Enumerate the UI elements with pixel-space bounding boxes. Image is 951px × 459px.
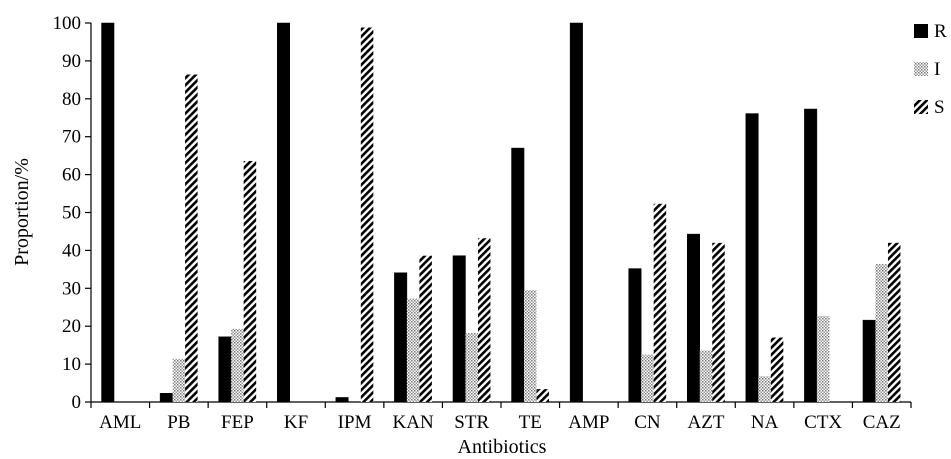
y-tick-label: 0 — [72, 392, 82, 413]
bar-S-NA — [770, 337, 784, 402]
bar-I-KAN — [406, 298, 420, 402]
bar-S-IPM — [360, 27, 374, 402]
x-category-label: CN — [634, 412, 661, 433]
bar-I-CAZ — [875, 264, 888, 402]
x-category-label: KAN — [393, 412, 434, 433]
x-axis: AML PB FEP KF IPM KAN STR TE AMP CN AZT NA CTX CAZ — [90, 401, 912, 433]
bar-I-CN — [641, 354, 654, 402]
bar-I-FEP — [231, 328, 244, 402]
y-axis-title: Proportion/% — [11, 158, 33, 266]
bar-S-KAN — [419, 255, 432, 402]
y-tick-label: 10 — [62, 354, 81, 375]
bar-S-FEP — [243, 160, 257, 402]
y-tick-label: 40 — [62, 240, 81, 261]
legend-swatch-R — [914, 24, 928, 38]
y-tick-label: 20 — [62, 316, 81, 337]
bar-R-TE — [511, 147, 525, 403]
bar-S-PB — [185, 74, 198, 402]
bar-S-CN — [653, 203, 667, 402]
bar-R-FEP — [218, 336, 232, 403]
legend: RIS — [914, 21, 947, 118]
y-tick-label: 30 — [62, 278, 81, 299]
legend-label-I: I — [934, 59, 940, 80]
bar-I-PB — [172, 358, 186, 402]
bar-R-NA — [745, 113, 759, 403]
bar-R-CAZ — [862, 319, 876, 403]
x-category-label: CAZ — [863, 412, 901, 433]
x-category-label: AZT — [688, 412, 725, 433]
bar-S-AZT — [712, 242, 725, 402]
bar-I-AZT — [699, 350, 713, 402]
bar-I-NA — [758, 376, 771, 402]
bar-S-CAZ — [887, 242, 901, 402]
y-axis: 0 10 20 30 40 50 60 70 80 90 100 — [53, 13, 92, 413]
bars — [101, 22, 901, 403]
bar-R-IPM — [335, 397, 349, 403]
x-category-label: NA — [751, 412, 779, 433]
bar-R-KAN — [394, 272, 408, 403]
bar-S-TE — [536, 389, 550, 402]
x-category-label: KF — [284, 412, 308, 433]
bar-R-CTX — [804, 108, 818, 403]
bar-R-STR — [452, 255, 466, 403]
bar-I-STR — [465, 333, 478, 402]
x-category-label: PB — [167, 412, 190, 433]
y-tick-label: 60 — [62, 165, 81, 186]
bar-S-STR — [477, 238, 491, 402]
y-tick-label: 80 — [62, 89, 81, 110]
x-category-label: TE — [519, 412, 542, 433]
y-tick-label: 90 — [62, 51, 81, 72]
y-tick-label: 50 — [62, 203, 81, 224]
x-category-label: STR — [454, 412, 489, 433]
legend-label-S: S — [934, 97, 945, 118]
x-category-label: FEP — [221, 412, 254, 433]
bar-R-KF — [277, 22, 290, 403]
legend-label-R: R — [934, 21, 947, 42]
x-category-label: CTX — [804, 412, 842, 433]
x-category-label: AML — [99, 412, 141, 433]
y-tick-label: 70 — [62, 127, 81, 148]
x-category-label: AMP — [568, 412, 609, 433]
x-category-label: IPM — [338, 412, 372, 433]
bar-R-CN — [628, 268, 642, 403]
bar-R-PB — [159, 393, 173, 403]
bar-R-AML — [101, 22, 115, 403]
legend-swatch-I — [914, 62, 928, 76]
legend-swatch-S — [914, 100, 928, 114]
bar-R-AMP — [569, 22, 583, 403]
bar-I-CTX — [816, 315, 830, 402]
x-axis-title: Antibiotics — [458, 436, 547, 458]
bar-R-AZT — [687, 233, 700, 403]
bar-I-TE — [524, 290, 537, 402]
y-tick-label: 100 — [53, 13, 82, 34]
